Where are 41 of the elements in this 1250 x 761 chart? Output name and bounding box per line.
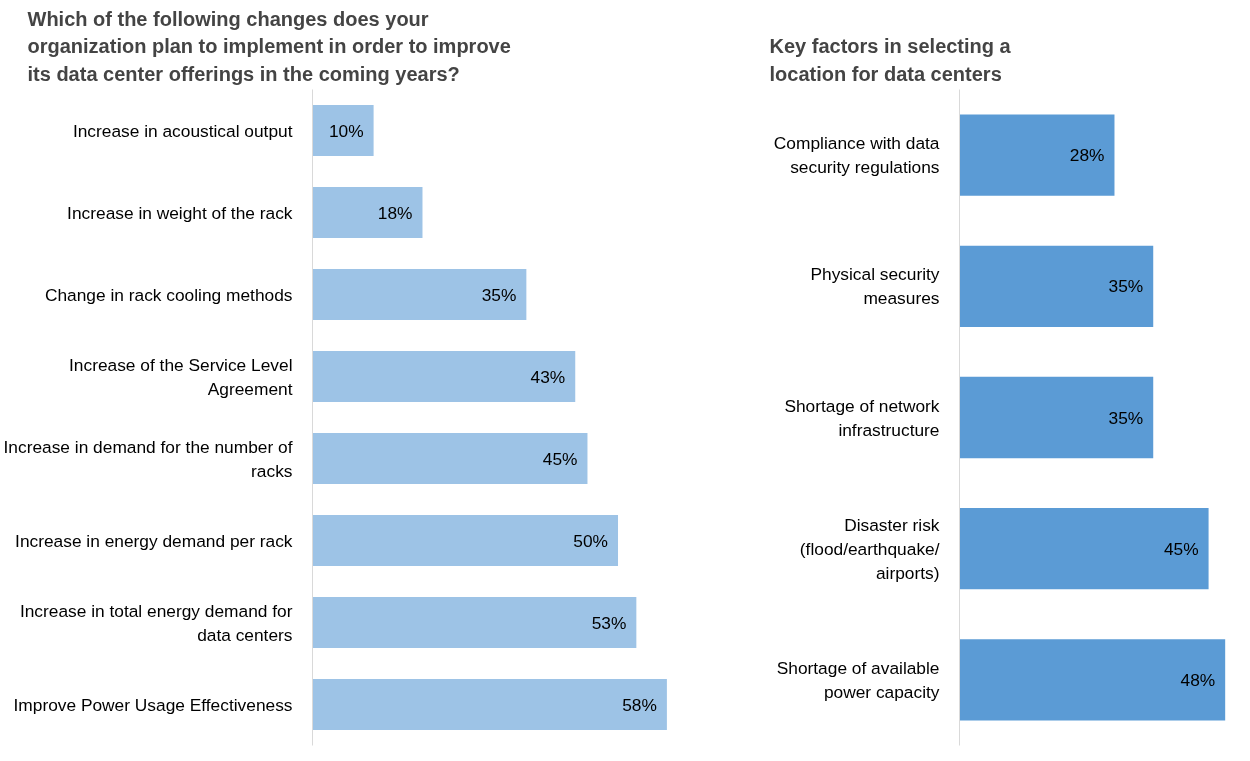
y-tick-label: Increase in weight of the rack <box>67 202 293 223</box>
y-tick-label: Compliance with data security regulations <box>773 133 940 178</box>
bar <box>312 351 576 402</box>
data-label: 10% <box>328 120 364 141</box>
data-label: 35% <box>1108 276 1144 297</box>
data-label: 45% <box>542 448 578 469</box>
bar <box>959 114 1115 196</box>
y-tick-label: Physical security measures <box>810 264 940 309</box>
bar <box>959 376 1154 459</box>
bar <box>312 679 667 730</box>
y-tick-label: Increase in total energy demand for data centers <box>19 600 293 645</box>
data-label: 28% <box>1069 145 1105 166</box>
bar <box>312 269 527 320</box>
data-label: 48% <box>1180 669 1216 690</box>
data-label: 43% <box>530 366 566 387</box>
y-tick-label: Improve Power Usage Effectiveness <box>13 694 293 715</box>
bar <box>959 508 1209 590</box>
data-label: 35% <box>1108 407 1144 428</box>
data-label: 53% <box>591 612 627 633</box>
data-label: 45% <box>1163 538 1199 559</box>
bar <box>959 639 1226 721</box>
data-label: 50% <box>573 530 609 551</box>
chart-title: Key factors in selecting a location for data centers <box>769 35 1012 85</box>
bar <box>312 105 374 156</box>
data-label: 58% <box>622 694 657 715</box>
y-tick-label: Increase in demand for the number of racks <box>3 436 293 481</box>
y-tick-label: Shortage of network infrastructure <box>784 395 940 440</box>
bar <box>312 433 588 484</box>
bar <box>312 597 637 648</box>
y-tick-label: Change in rack cooling methods <box>44 284 293 305</box>
data-label: 35% <box>481 284 517 305</box>
y-tick-label: Increase of the Service Level Agreement <box>69 354 293 399</box>
bar <box>312 515 619 566</box>
y-tick-label: Shortage of available power capacity <box>776 657 940 702</box>
y-tick-label: Disaster risk (flood/earthquake/ airports) <box>799 514 940 583</box>
data-label: 18% <box>377 202 413 223</box>
y-tick-label: Increase in energy demand per rack <box>15 530 293 551</box>
chart-title: Which of the following changes does your organization plan to implement in order to improve its data center offerings in the coming years? <box>27 7 511 85</box>
bar <box>959 245 1154 327</box>
y-tick-label: Increase in acoustical output <box>72 120 293 141</box>
bar <box>312 187 423 238</box>
